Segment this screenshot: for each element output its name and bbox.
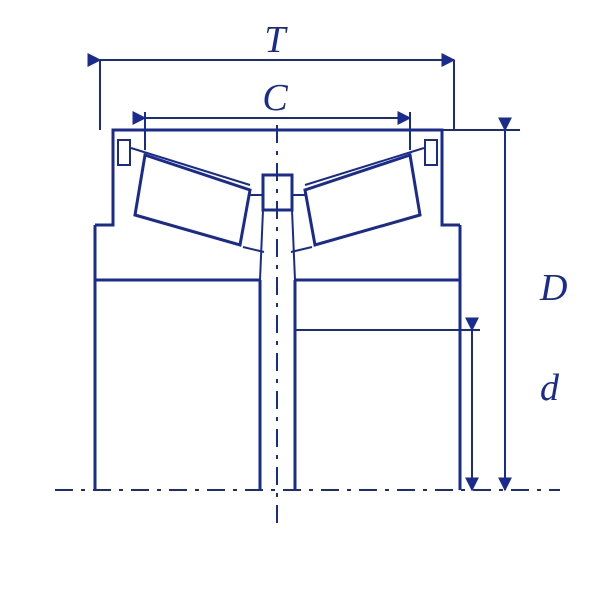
cage-detail-right	[425, 140, 437, 165]
label-d: d	[540, 367, 560, 409]
label-C: C	[262, 77, 288, 119]
roller-right	[305, 155, 420, 245]
dimension-d: d	[295, 330, 560, 490]
bearing-cross-section-diagram: T C D d	[0, 0, 600, 600]
label-T: T	[264, 19, 288, 61]
cage-detail-left	[118, 140, 130, 165]
roller-left	[135, 155, 250, 245]
label-D: D	[539, 267, 567, 309]
